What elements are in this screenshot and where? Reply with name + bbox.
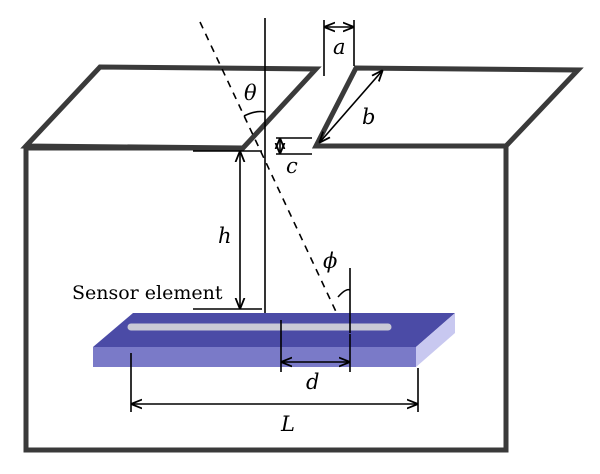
right-lid (311, 65, 584, 149)
label-b: b (362, 105, 375, 129)
sensor-side-face (416, 313, 455, 367)
dimension-d (280, 320, 351, 372)
box-front-outline (23, 146, 509, 453)
dimension-L (130, 353, 419, 412)
theta-arc (243, 110, 266, 117)
left-lid (20, 64, 322, 151)
label-L: L (280, 412, 295, 436)
label-theta: θ (244, 81, 257, 105)
incident-ray (199, 21, 347, 334)
label-phi: ϕ (323, 249, 337, 273)
label-a: a (333, 35, 346, 59)
dimension-c (276, 137, 312, 155)
label-d: d (306, 370, 319, 394)
dimension-a (323, 20, 355, 76)
label-c: c (286, 154, 298, 178)
dimension-b (320, 71, 382, 142)
phi-angle (337, 268, 351, 333)
dimension-h (193, 150, 262, 310)
sensor-front-face (93, 347, 416, 367)
label-h: h (218, 224, 232, 248)
sensor-element (93, 313, 455, 367)
label-sensor-element: Sensor element (72, 282, 223, 304)
